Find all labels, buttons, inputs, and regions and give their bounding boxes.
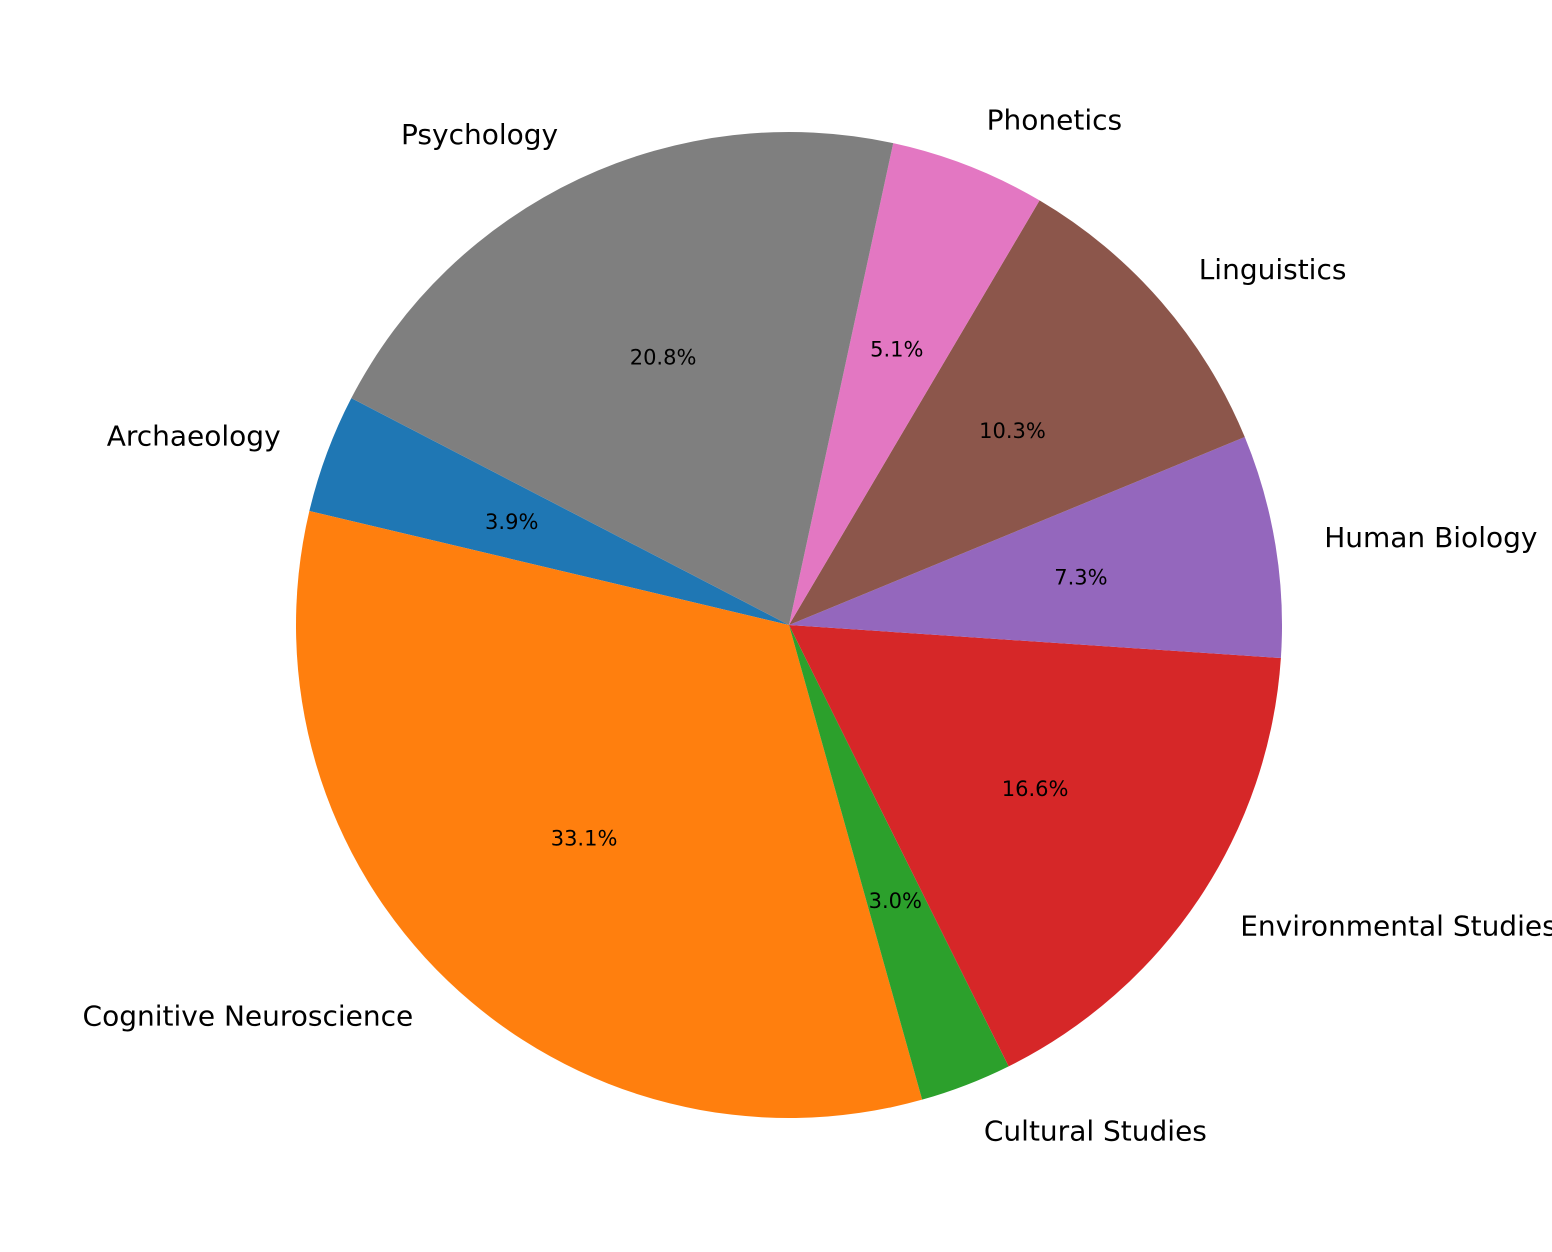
- percent-label-environmental-studies: 16.6%: [1002, 777, 1069, 801]
- slice-psychology: [351, 131, 894, 625]
- category-label-psychology: Psychology: [401, 118, 558, 151]
- category-label-human-biology: Human Biology: [1324, 521, 1537, 554]
- percent-label-psychology: 20.8%: [630, 345, 697, 369]
- percent-label-linguistics: 10.3%: [979, 419, 1046, 443]
- percent-label-phonetics: 5.1%: [870, 338, 923, 362]
- slice-cultural-studies: [789, 625, 1009, 1100]
- category-label-linguistics: Linguistics: [1199, 253, 1347, 286]
- slice-environmental-studies: [789, 625, 1281, 1067]
- percent-labels: 3.9% 33.1% 3.0% 16.6% 7.3% 10.3% 5.1% 20.8%: [485, 338, 1108, 913]
- category-labels: Archaeology Cognitive Neuroscience Cultura…: [83, 104, 1552, 1148]
- category-label-archaeology: Archaeology: [107, 420, 281, 453]
- category-label-phonetics: Phonetics: [987, 104, 1122, 137]
- percent-label-cognitive-neuroscience: 33.1%: [551, 826, 618, 850]
- percent-label-human-biology: 7.3%: [1054, 565, 1107, 589]
- slice-phonetics: [789, 143, 1040, 625]
- slice-human-biology: [789, 437, 1282, 659]
- slice-archaeology: [309, 398, 789, 625]
- percent-label-archaeology: 3.9%: [485, 510, 538, 534]
- category-label-cognitive-neuroscience: Cognitive Neuroscience: [83, 1000, 414, 1033]
- pie-slices: [295, 131, 1282, 1118]
- slice-linguistics: [789, 200, 1245, 626]
- percent-label-cultural-studies: 3.0%: [869, 889, 922, 913]
- category-label-environmental-studies: Environmental Studies: [1240, 909, 1552, 942]
- category-label-cultural-studies: Cultural Studies: [984, 1115, 1207, 1148]
- slice-cognitive-neuroscience: [295, 510, 923, 1118]
